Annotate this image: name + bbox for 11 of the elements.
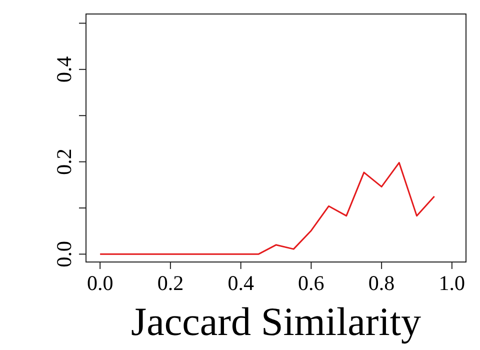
y-tick-label: 0.4	[52, 56, 76, 83]
x-axis-title: Jaccard Similarity	[131, 299, 421, 344]
x-tick-label: 0.2	[157, 271, 184, 295]
y-tick-label: 0.2	[52, 148, 76, 175]
x-tick-label: 1.0	[438, 271, 466, 295]
y-tick-label: 0.0	[52, 241, 76, 268]
x-tick-label: 0.6	[298, 271, 324, 295]
x-tick-label: 0.0	[86, 271, 114, 295]
line-series	[99, 162, 436, 255]
x-tick-label: 0.8	[368, 271, 395, 295]
x-tick-label: 0.4	[228, 271, 254, 295]
